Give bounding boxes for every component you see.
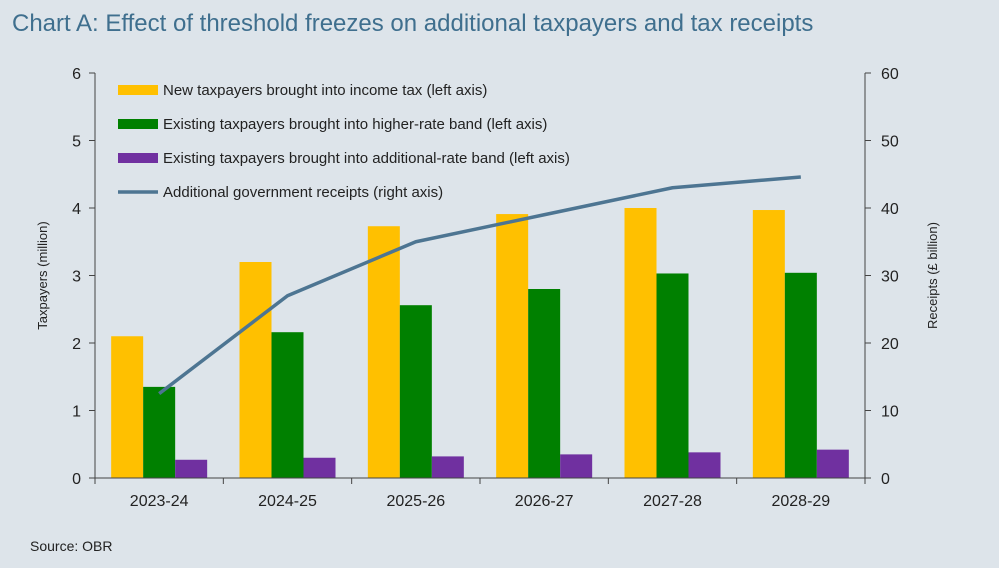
right-tick-label: 30 (881, 269, 899, 286)
right-tick-label: 10 (881, 404, 899, 421)
legend: New taxpayers brought into income tax (l… (118, 82, 570, 201)
bars-layer (111, 208, 849, 478)
line-layer (158, 175, 801, 396)
left-tick-label: 2 (72, 336, 81, 353)
y2-axis-title: Receipts (£ billion) (925, 222, 940, 329)
bar-2025-26-series-1 (367, 226, 400, 478)
source-note: Source: OBR (30, 538, 113, 554)
bar-2026-27-series-3 (560, 454, 593, 478)
bar-2023-24-series-1 (111, 336, 144, 478)
bar-2028-29-series-3 (816, 449, 849, 478)
right-tick-label: 40 (881, 201, 899, 218)
legend-label-2: Existing taxpayers brought into higher-r… (163, 116, 547, 133)
right-tick-label: 50 (881, 134, 899, 151)
right-tick-label: 20 (881, 336, 899, 353)
bar-2027-28-series-3 (688, 452, 721, 478)
chart-title: Chart A: Effect of threshold freezes on … (12, 10, 814, 37)
left-tick-label: 3 (72, 269, 81, 286)
bar-2024-25-series-1 (239, 262, 272, 478)
bar-2028-29-series-1 (752, 210, 785, 478)
y-axis-title: Taxpayers (million) (35, 221, 50, 329)
x-tick-label: 2024-25 (258, 493, 317, 510)
legend-label-3: Existing taxpayers brought into addition… (163, 150, 570, 167)
bar-2023-24-series-3 (175, 459, 208, 478)
bar-2024-25-series-2 (271, 332, 304, 478)
left-tick-label: 4 (72, 201, 81, 218)
bar-2025-26-series-3 (431, 456, 464, 478)
bar-2025-26-series-2 (399, 305, 432, 478)
left-tick-label: 1 (72, 404, 81, 421)
bar-2023-24-series-2 (143, 386, 176, 478)
x-tick-label: 2023-24 (130, 493, 189, 510)
x-tick-label: 2026-27 (515, 493, 574, 510)
x-tick-label: 2027-28 (643, 493, 702, 510)
legend-label-1: New taxpayers brought into income tax (l… (163, 82, 487, 99)
bar-2026-27-series-2 (528, 289, 561, 478)
x-tick-label: 2025-26 (386, 493, 445, 510)
bar-2024-25-series-3 (303, 457, 336, 478)
right-tick-label: 60 (881, 66, 899, 83)
right-tick-label: 0 (881, 471, 890, 488)
legend-swatch-1 (118, 85, 158, 95)
bar-2027-28-series-2 (656, 273, 689, 478)
legend-swatch-2 (118, 119, 158, 129)
left-tick-label: 0 (72, 471, 81, 488)
bar-2026-27-series-1 (496, 214, 529, 478)
receipts-line (158, 175, 801, 396)
left-tick-label: 5 (72, 134, 81, 151)
bar-2027-28-series-1 (624, 208, 657, 478)
x-tick-label: 2028-29 (771, 493, 830, 510)
legend-label-4: Additional government receipts (right ax… (163, 184, 443, 201)
bar-2028-29-series-2 (784, 272, 817, 478)
legend-swatch-3 (118, 153, 158, 163)
left-tick-label: 6 (72, 66, 81, 83)
